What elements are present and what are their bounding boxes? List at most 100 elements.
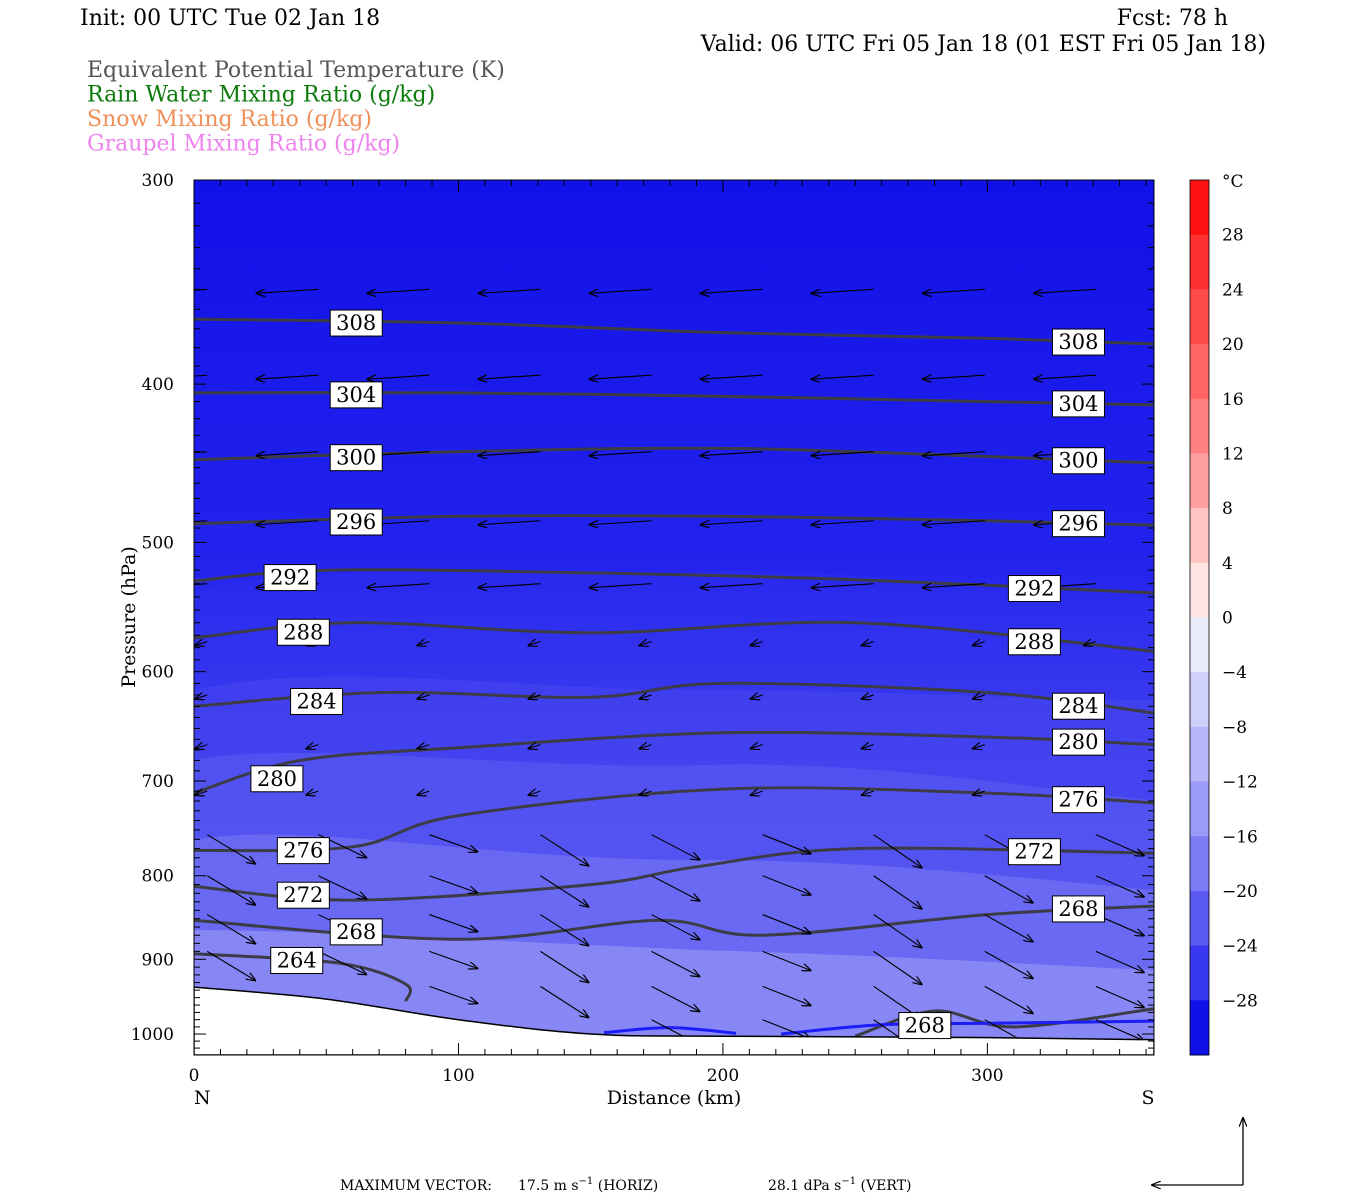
wind-vector — [873, 875, 922, 909]
wind-vector — [762, 950, 811, 970]
wind-vector — [194, 374, 208, 377]
wind-vector — [318, 950, 366, 974]
contour-label: 288 — [1014, 630, 1054, 654]
south-label: S — [1141, 1087, 1154, 1109]
x-axis: 0 100 200 300 — [189, 180, 1147, 1086]
wind-vector — [862, 745, 874, 749]
wind-vector — [651, 875, 700, 901]
contour-label-box — [276, 837, 330, 865]
theta-e-contour — [194, 846, 1154, 902]
contour-label: 304 — [336, 383, 376, 407]
contour-label: 300 — [336, 446, 376, 470]
theta-e-contour — [194, 730, 1154, 795]
contour-label-box — [263, 564, 317, 592]
wind-vector — [417, 695, 430, 699]
colorbar-label: 20 — [1222, 335, 1244, 355]
wind-vector — [751, 641, 763, 645]
wind-vector — [923, 375, 985, 379]
wind-vector — [984, 875, 1033, 903]
contour-label-box — [1007, 575, 1061, 603]
plot-frame — [193, 179, 1155, 1056]
colorbar-unit: °C — [1222, 172, 1244, 192]
colorbar-bin — [1190, 945, 1209, 1001]
wind-vector — [701, 521, 763, 525]
init-time: Init: 00 UTC Tue 02 Jan 18 — [80, 6, 380, 31]
wind-vector — [973, 745, 985, 749]
wind-vector — [194, 583, 208, 586]
wind-vector — [762, 914, 811, 934]
wind-vector — [651, 914, 700, 940]
colorbar-label: 4 — [1222, 554, 1233, 574]
colorbar-bin — [1190, 672, 1209, 728]
reference-vector-icon — [1152, 1118, 1243, 1185]
legend-entry: Snow Mixing Ratio (g/kg) — [87, 107, 372, 132]
x-tick-label: 200 — [707, 1066, 739, 1086]
wind-vector — [812, 289, 874, 293]
y-tick-label: 600 — [142, 663, 174, 683]
wind-vector — [540, 950, 588, 982]
colorbar-bin — [1190, 180, 1209, 236]
colorbar-bin — [1190, 617, 1209, 673]
wind-vector — [528, 791, 541, 795]
colorbar-label: −12 — [1222, 773, 1258, 793]
wind-vector — [651, 985, 700, 1011]
wind-vector — [195, 791, 208, 795]
contour-label-box — [1051, 786, 1105, 814]
wind-vector — [417, 791, 430, 795]
wind-vector — [762, 985, 811, 1005]
legend-entry: Equivalent Potential Temperature (K) — [87, 58, 505, 83]
colorbar-label: −16 — [1222, 827, 1258, 847]
wind-vector — [984, 914, 1033, 942]
y-tick-label: 1000 — [131, 1025, 174, 1045]
wind-vector — [256, 521, 319, 525]
wind-vector — [873, 950, 922, 984]
x-axis-label: Distance (km) — [607, 1087, 742, 1109]
wind-vector — [701, 584, 763, 588]
contour-label-box — [1051, 728, 1105, 756]
wind-vector — [973, 641, 985, 645]
y-tick-label: 300 — [142, 171, 174, 191]
contour-label-box — [1051, 447, 1105, 475]
contour-label-box — [329, 918, 383, 946]
colorbar-label: 28 — [1222, 226, 1244, 246]
contour-label-box — [1051, 328, 1105, 356]
wind-vector — [478, 289, 541, 293]
wind-vector — [540, 834, 588, 866]
colorbar-label: −8 — [1222, 718, 1247, 738]
contour-label-box — [250, 765, 304, 793]
wind-vector — [1095, 834, 1144, 856]
wind-vector — [306, 791, 319, 795]
wind-vector — [862, 641, 874, 645]
wind-vector — [478, 584, 541, 588]
y-tick-label: 400 — [142, 375, 174, 395]
wind-vector — [367, 289, 430, 293]
colorbar: 28 24 20 16 12 8 4 0 −4 −8 −12 −16 −20 −24 −28 — [1189, 179, 1258, 1056]
wind-vector — [812, 584, 874, 588]
contour-label: 268 — [905, 1014, 945, 1038]
wind-vector — [923, 289, 985, 293]
contour-label-box — [290, 687, 344, 715]
wind-vector — [701, 289, 763, 293]
wind-vector — [923, 452, 985, 456]
wind-vector — [751, 745, 763, 749]
wind-vector — [1095, 1019, 1144, 1041]
wind-vector — [1034, 289, 1096, 293]
wind-vector — [528, 641, 541, 645]
wind-vector — [862, 791, 874, 795]
colorbar-label: 0 — [1222, 609, 1233, 629]
contour-label-box — [1051, 390, 1105, 418]
max-vector-horizontal: 17.5 m s−1 (HORIZ) — [518, 1176, 658, 1194]
wind-vector — [256, 375, 319, 379]
contour-label: 264 — [277, 948, 317, 972]
theta-e-contour — [854, 1007, 1154, 1038]
legend-entry: Rain Water Mixing Ratio (g/kg) — [87, 83, 435, 108]
wind-vector — [429, 834, 477, 852]
wind-vector — [1034, 375, 1096, 379]
valid-time: Valid: 06 UTC Fri 05 Jan 18 (01 EST Fri … — [700, 32, 1266, 57]
wind-vector — [590, 375, 652, 379]
wind-vector — [256, 289, 319, 293]
max-vector-label: MAXIMUM VECTOR: — [340, 1178, 492, 1194]
wind-vector — [417, 641, 430, 645]
colorbar-bin — [1190, 1000, 1209, 1056]
